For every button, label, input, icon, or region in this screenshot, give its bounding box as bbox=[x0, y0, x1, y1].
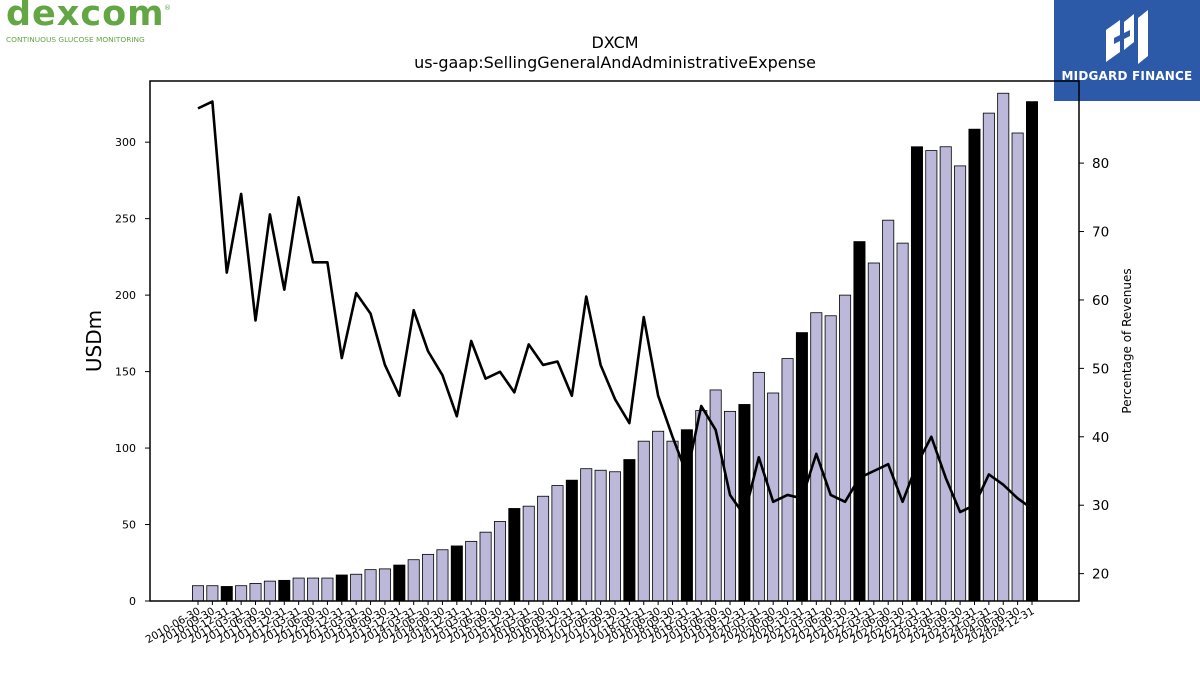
bar bbox=[623, 459, 636, 602]
bar bbox=[609, 471, 622, 602]
y-tick-label: 200 bbox=[115, 289, 136, 302]
bar bbox=[795, 332, 808, 602]
bar bbox=[465, 540, 478, 602]
y-axis-right: 20 30 40 50 60 70 80 bbox=[1079, 156, 1109, 583]
y-tick-label: 150 bbox=[115, 366, 136, 379]
bar bbox=[307, 577, 320, 602]
bar bbox=[565, 479, 578, 602]
bar bbox=[220, 586, 233, 602]
registered-mark-icon: ® bbox=[164, 4, 171, 12]
bar bbox=[853, 241, 866, 602]
bar bbox=[968, 128, 981, 602]
bar bbox=[493, 521, 506, 602]
bar bbox=[1011, 132, 1024, 602]
bar bbox=[350, 573, 363, 602]
bar bbox=[652, 430, 665, 602]
bar bbox=[393, 564, 406, 602]
y2-tick-label: 30 bbox=[1092, 498, 1109, 514]
y-tick-label: 0 bbox=[129, 595, 136, 608]
dexcom-wordmark: dexcom bbox=[6, 0, 165, 34]
y2-axis-label: Percentage of Revenues bbox=[1120, 268, 1134, 413]
y-axis-left: 0 50 100 150 200 250 300 bbox=[115, 136, 150, 608]
bar bbox=[321, 577, 334, 602]
bar bbox=[637, 440, 650, 602]
y-tick-label: 250 bbox=[115, 213, 136, 226]
bar bbox=[939, 146, 952, 602]
dexcom-logo: dexcom ® CONTINUOUS GLUCOSE MONITORING bbox=[4, 0, 184, 48]
bar bbox=[335, 574, 348, 602]
y-tick-label: 50 bbox=[122, 519, 136, 532]
midgard-finance-name: MIDGARD FINANCE bbox=[1061, 69, 1193, 83]
y-tick-label: 100 bbox=[115, 442, 136, 455]
bar bbox=[752, 371, 765, 602]
bar bbox=[249, 583, 262, 602]
bar bbox=[479, 531, 492, 602]
bar bbox=[278, 579, 291, 602]
bar bbox=[997, 92, 1010, 602]
bar bbox=[422, 553, 435, 602]
x-axis: 2010-06-302010-09-302010-12-312011-03-31… bbox=[144, 601, 1037, 646]
bar bbox=[580, 468, 593, 602]
bar bbox=[378, 568, 391, 602]
bar bbox=[724, 410, 737, 602]
y2-tick-label: 80 bbox=[1092, 156, 1109, 172]
bar bbox=[666, 440, 679, 602]
bar bbox=[1026, 101, 1039, 602]
bar bbox=[263, 580, 276, 602]
y-tick-label: 300 bbox=[115, 136, 136, 149]
bar bbox=[954, 165, 967, 602]
bar bbox=[292, 577, 305, 602]
bar bbox=[839, 294, 852, 602]
bar bbox=[364, 569, 377, 602]
y2-tick-label: 50 bbox=[1092, 361, 1109, 377]
bar bbox=[781, 358, 794, 602]
bar bbox=[824, 315, 837, 602]
bar bbox=[206, 585, 219, 602]
bar bbox=[767, 392, 780, 602]
bar bbox=[594, 469, 607, 602]
bar bbox=[407, 559, 420, 602]
bar bbox=[910, 146, 923, 602]
bar bbox=[882, 219, 895, 602]
bar bbox=[695, 410, 708, 602]
y2-tick-label: 40 bbox=[1092, 430, 1109, 446]
y2-tick-label: 70 bbox=[1092, 225, 1109, 241]
midgard-emblem-icon bbox=[1106, 10, 1148, 64]
bar bbox=[551, 485, 564, 602]
bar bbox=[896, 242, 909, 602]
bar bbox=[537, 495, 550, 602]
chart-title: DXCM bbox=[591, 33, 638, 52]
dexcom-tagline: CONTINUOUS GLUCOSE MONITORING bbox=[6, 35, 145, 44]
chart-subtitle: us-gaap:SellingGeneralAndAdministrativeE… bbox=[414, 53, 816, 72]
bar bbox=[508, 508, 521, 602]
y-axis-label: USDm bbox=[82, 310, 106, 372]
line-series bbox=[197, 100, 1033, 517]
bar bbox=[235, 585, 248, 602]
bar bbox=[867, 262, 880, 602]
y2-tick-label: 60 bbox=[1092, 293, 1109, 309]
bar bbox=[522, 505, 535, 602]
percentage-line bbox=[197, 100, 1033, 517]
bar bbox=[982, 112, 995, 602]
bar bbox=[191, 585, 204, 602]
bar bbox=[450, 545, 463, 602]
bar bbox=[436, 549, 449, 602]
bar-series bbox=[191, 92, 1039, 602]
y2-tick-label: 20 bbox=[1092, 567, 1109, 583]
bar bbox=[925, 150, 938, 602]
